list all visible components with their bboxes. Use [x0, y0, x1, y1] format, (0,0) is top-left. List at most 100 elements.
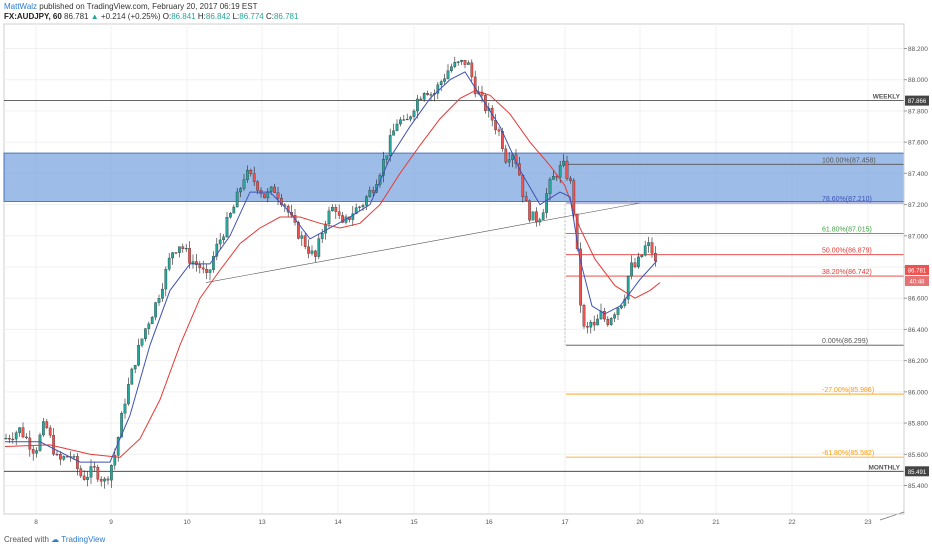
candle-body — [14, 432, 18, 440]
candle-body — [21, 427, 25, 438]
tradingview-brand[interactable]: TradingView — [61, 535, 106, 544]
chart-header: MattWalz published on TradingView.com, F… — [4, 2, 298, 22]
candle-body — [402, 119, 406, 121]
axis-corner-mark — [879, 511, 905, 521]
candle-body — [269, 186, 273, 192]
fib-label: 78.60%(87.210) — [822, 196, 872, 203]
price-change: +0.214 (+0.25%) — [100, 12, 161, 21]
current-price-label: 86.781 — [908, 268, 927, 274]
candle-body — [446, 70, 450, 79]
ma-fast-line — [5, 71, 658, 463]
fibonacci-retracement[interactable]: 100.00%(87.458) 78.60%(87.210) 61.80%(87.0… — [564, 157, 904, 458]
fib-label: 38.20%(86.742) — [822, 269, 872, 276]
candle-body — [609, 318, 613, 325]
candle-body — [361, 205, 365, 208]
candle-body — [507, 159, 511, 163]
countdown-label: 40:48 — [909, 279, 925, 285]
candle-body — [28, 437, 32, 450]
candle-body — [606, 318, 610, 325]
candle-body — [307, 246, 310, 254]
low-label: L: — [232, 12, 240, 21]
candle-body — [79, 468, 83, 477]
candle-body — [603, 311, 606, 320]
candle-body — [157, 298, 161, 303]
candle-body — [368, 190, 372, 197]
candle-body — [303, 235, 307, 247]
low-value: 86.774 — [239, 12, 264, 21]
candle-body — [320, 233, 324, 239]
candle-body — [4, 438, 8, 440]
candle-body — [392, 130, 395, 136]
candle-body — [650, 242, 654, 254]
candle-body — [412, 110, 416, 117]
candle-body — [300, 235, 304, 239]
candle-body — [548, 179, 552, 194]
candle-body — [93, 466, 96, 468]
time-tick-label: 15 — [410, 519, 418, 526]
candle-body — [76, 456, 79, 469]
candle-body — [582, 305, 586, 327]
candle-body — [558, 165, 562, 178]
candle-body — [439, 81, 443, 86]
candle-body — [273, 186, 276, 193]
candle-body — [106, 478, 110, 481]
candle-body — [276, 192, 280, 199]
fib-label: 61.80%(87.015) — [822, 226, 872, 233]
price-tick-label: 85.400 — [908, 483, 928, 490]
trendline[interactable] — [205, 165, 641, 283]
candle-body — [25, 436, 28, 439]
candle-body — [55, 453, 59, 456]
candle-body — [181, 246, 185, 249]
price-tick-label: 86.000 — [908, 389, 928, 396]
zone-rect — [3, 152, 905, 202]
candle-body — [538, 219, 542, 223]
candle-body — [633, 262, 637, 268]
candle-body — [208, 269, 212, 273]
candle-body — [552, 176, 555, 180]
candle-body — [164, 268, 168, 290]
candle-body — [154, 302, 157, 318]
candle-body — [647, 242, 650, 246]
candle-body — [178, 246, 181, 253]
created-with-text: Created with — [4, 535, 49, 544]
plot-area[interactable] — [3, 23, 905, 515]
candle-body — [637, 256, 640, 268]
grid — [4, 24, 904, 514]
candle-body — [562, 160, 565, 166]
candle-body — [589, 321, 593, 328]
price-tick-label: 86.200 — [908, 358, 928, 365]
price-axis[interactable]: 88.200 88.000 87.800 87.600 87.400 87.200 87.0… — [879, 24, 929, 521]
symbol-label: FX:AUDJPY, 60 — [4, 12, 62, 21]
candle-body — [18, 427, 21, 433]
high-label: H: — [197, 12, 206, 21]
price-tick-label: 85.800 — [908, 421, 928, 428]
resistance-zone[interactable] — [3, 152, 905, 202]
level-price-weekly: 87.866 — [908, 99, 927, 105]
candle-body — [215, 243, 219, 257]
author-link[interactable]: MattWalz — [4, 2, 38, 11]
time-axis[interactable]: 8 9 10 13 14 15 16 17 20 21 22 23 — [4, 513, 904, 526]
candle-body — [405, 118, 409, 121]
candle-body — [161, 288, 164, 299]
candle-body — [365, 196, 368, 206]
candle-body — [232, 206, 236, 214]
time-tick-label: 16 — [485, 519, 493, 526]
price-tick-label: 87.800 — [908, 108, 928, 115]
level-price-bg — [905, 466, 929, 477]
candle-body — [96, 467, 100, 480]
price-tick-label: 87.600 — [908, 140, 928, 147]
open-label: O: — [162, 12, 172, 21]
price-tick-label: 87.000 — [908, 233, 928, 240]
time-tick-label: 13 — [258, 519, 266, 526]
candle-body — [113, 455, 117, 466]
candle-body — [331, 207, 334, 212]
level-label-weekly: WEEKLY — [873, 94, 901, 101]
moving-averages — [4, 71, 661, 463]
trendline-line — [205, 202, 641, 283]
publish-info: published on TradingView.com, February 2… — [39, 2, 258, 11]
candle-body — [443, 78, 446, 82]
candle-body — [212, 256, 215, 270]
candle-body — [640, 254, 644, 258]
candle-body — [378, 175, 382, 185]
